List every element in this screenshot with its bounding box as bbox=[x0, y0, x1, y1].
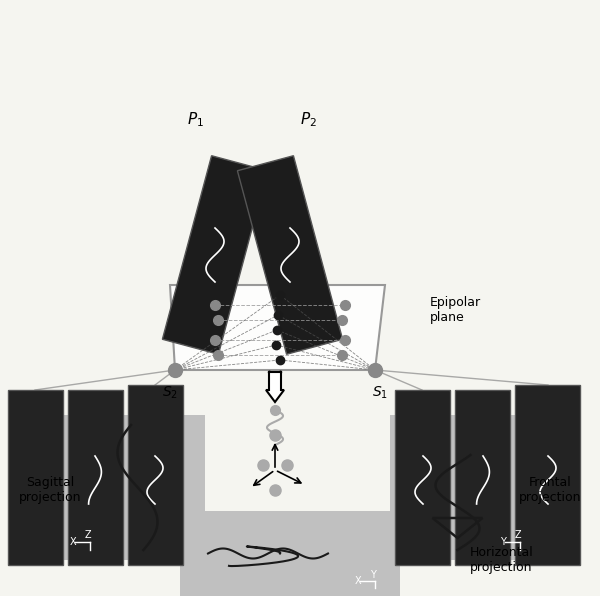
Bar bbox=[238, 156, 343, 354]
Bar bbox=[396, 391, 449, 564]
Bar bbox=[515, 385, 580, 565]
Bar bbox=[68, 390, 123, 565]
Text: Y: Y bbox=[500, 537, 506, 547]
Bar bbox=[395, 390, 450, 565]
FancyArrow shape bbox=[266, 372, 284, 402]
Text: Sagittal
projection: Sagittal projection bbox=[19, 476, 81, 504]
Bar bbox=[55, 415, 205, 560]
Bar bbox=[128, 385, 183, 565]
Text: X: X bbox=[355, 576, 362, 586]
Bar bbox=[8, 390, 63, 565]
Bar bbox=[456, 391, 509, 564]
Bar bbox=[516, 386, 579, 564]
Text: Y: Y bbox=[370, 570, 376, 580]
Text: $S_2$: $S_2$ bbox=[162, 385, 178, 401]
Text: Epipolar
plane: Epipolar plane bbox=[430, 296, 481, 324]
Bar bbox=[129, 386, 182, 564]
Bar bbox=[163, 156, 268, 354]
Text: Z: Z bbox=[515, 530, 521, 540]
Polygon shape bbox=[170, 285, 385, 370]
Text: Frontal
projection: Frontal projection bbox=[519, 476, 581, 504]
Bar bbox=[69, 391, 122, 564]
Bar bbox=[9, 391, 62, 564]
Text: $P_1$: $P_1$ bbox=[187, 111, 203, 129]
Text: Z: Z bbox=[85, 530, 92, 540]
Bar bbox=[455, 390, 510, 565]
Bar bbox=[390, 415, 540, 560]
Text: $S_1$: $S_1$ bbox=[372, 385, 388, 401]
Text: X: X bbox=[70, 537, 77, 547]
Bar bbox=[180, 511, 400, 596]
Text: Horizontal
projection: Horizontal projection bbox=[470, 546, 534, 574]
Text: $P_2$: $P_2$ bbox=[299, 111, 316, 129]
